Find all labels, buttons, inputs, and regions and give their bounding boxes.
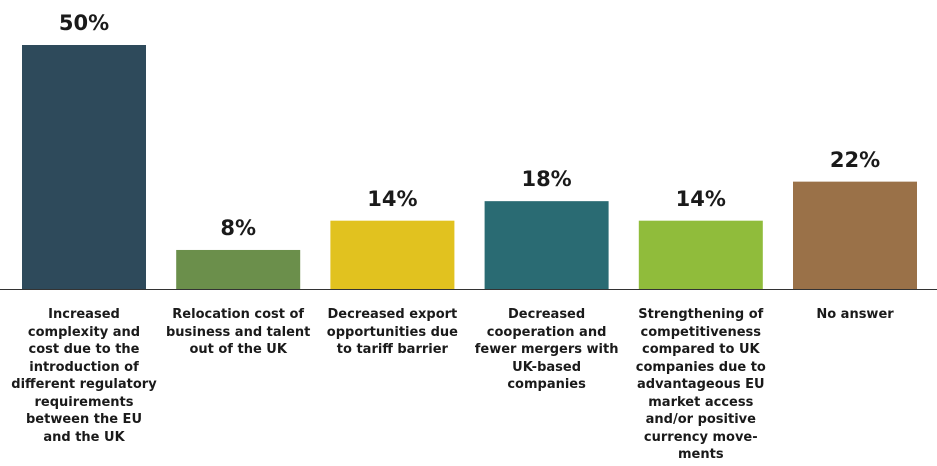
bar [793, 181, 917, 289]
bar [638, 220, 763, 289]
bar [176, 249, 301, 289]
x-tick-label: Relocation cost of business and talent o… [165, 307, 311, 357]
value-label: 8% [220, 215, 257, 240]
value-label: 22% [829, 147, 881, 172]
bar [330, 220, 455, 289]
value-label: 14% [367, 186, 418, 211]
value-label: 14% [675, 186, 726, 211]
value-label: 18% [521, 167, 572, 192]
bar [484, 201, 609, 289]
bar [22, 45, 146, 289]
x-tick-label: Increased complexity and cost due to the… [11, 307, 157, 445]
x-tick-label: No answer [816, 307, 894, 322]
x-tick-label: Decreased export opportunities due to ta… [326, 307, 458, 357]
x-tick-label: Decreased cooperation and fewer mergers … [474, 307, 619, 392]
x-tick-label: Strengthening of competitiveness compare… [635, 307, 766, 462]
value-label: 50% [58, 11, 110, 35]
